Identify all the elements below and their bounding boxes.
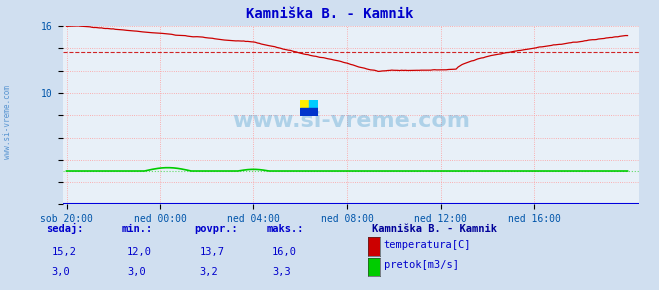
Text: sedaj:: sedaj: <box>46 223 84 234</box>
Bar <box>300 100 309 108</box>
Bar <box>309 100 318 108</box>
Text: Kamniška B. - Kamnik: Kamniška B. - Kamnik <box>372 224 498 234</box>
Text: maks.:: maks.: <box>267 224 304 234</box>
Text: 16,0: 16,0 <box>272 247 297 257</box>
Text: 15,2: 15,2 <box>51 247 76 257</box>
Text: 3,0: 3,0 <box>127 267 146 278</box>
Text: 12,0: 12,0 <box>127 247 152 257</box>
Text: www.si-vreme.com: www.si-vreme.com <box>3 85 13 159</box>
Text: www.si-vreme.com: www.si-vreme.com <box>232 110 470 130</box>
Text: 3,0: 3,0 <box>51 267 70 278</box>
Text: temperatura[C]: temperatura[C] <box>384 240 471 250</box>
Text: pretok[m3/s]: pretok[m3/s] <box>384 260 459 270</box>
Text: Kamniška B. - Kamnik: Kamniška B. - Kamnik <box>246 7 413 21</box>
Text: povpr.:: povpr.: <box>194 224 238 234</box>
Bar <box>300 108 318 116</box>
Text: 13,7: 13,7 <box>200 247 225 257</box>
Text: 3,2: 3,2 <box>200 267 218 278</box>
Text: 3,3: 3,3 <box>272 267 291 278</box>
Text: min.:: min.: <box>122 224 153 234</box>
